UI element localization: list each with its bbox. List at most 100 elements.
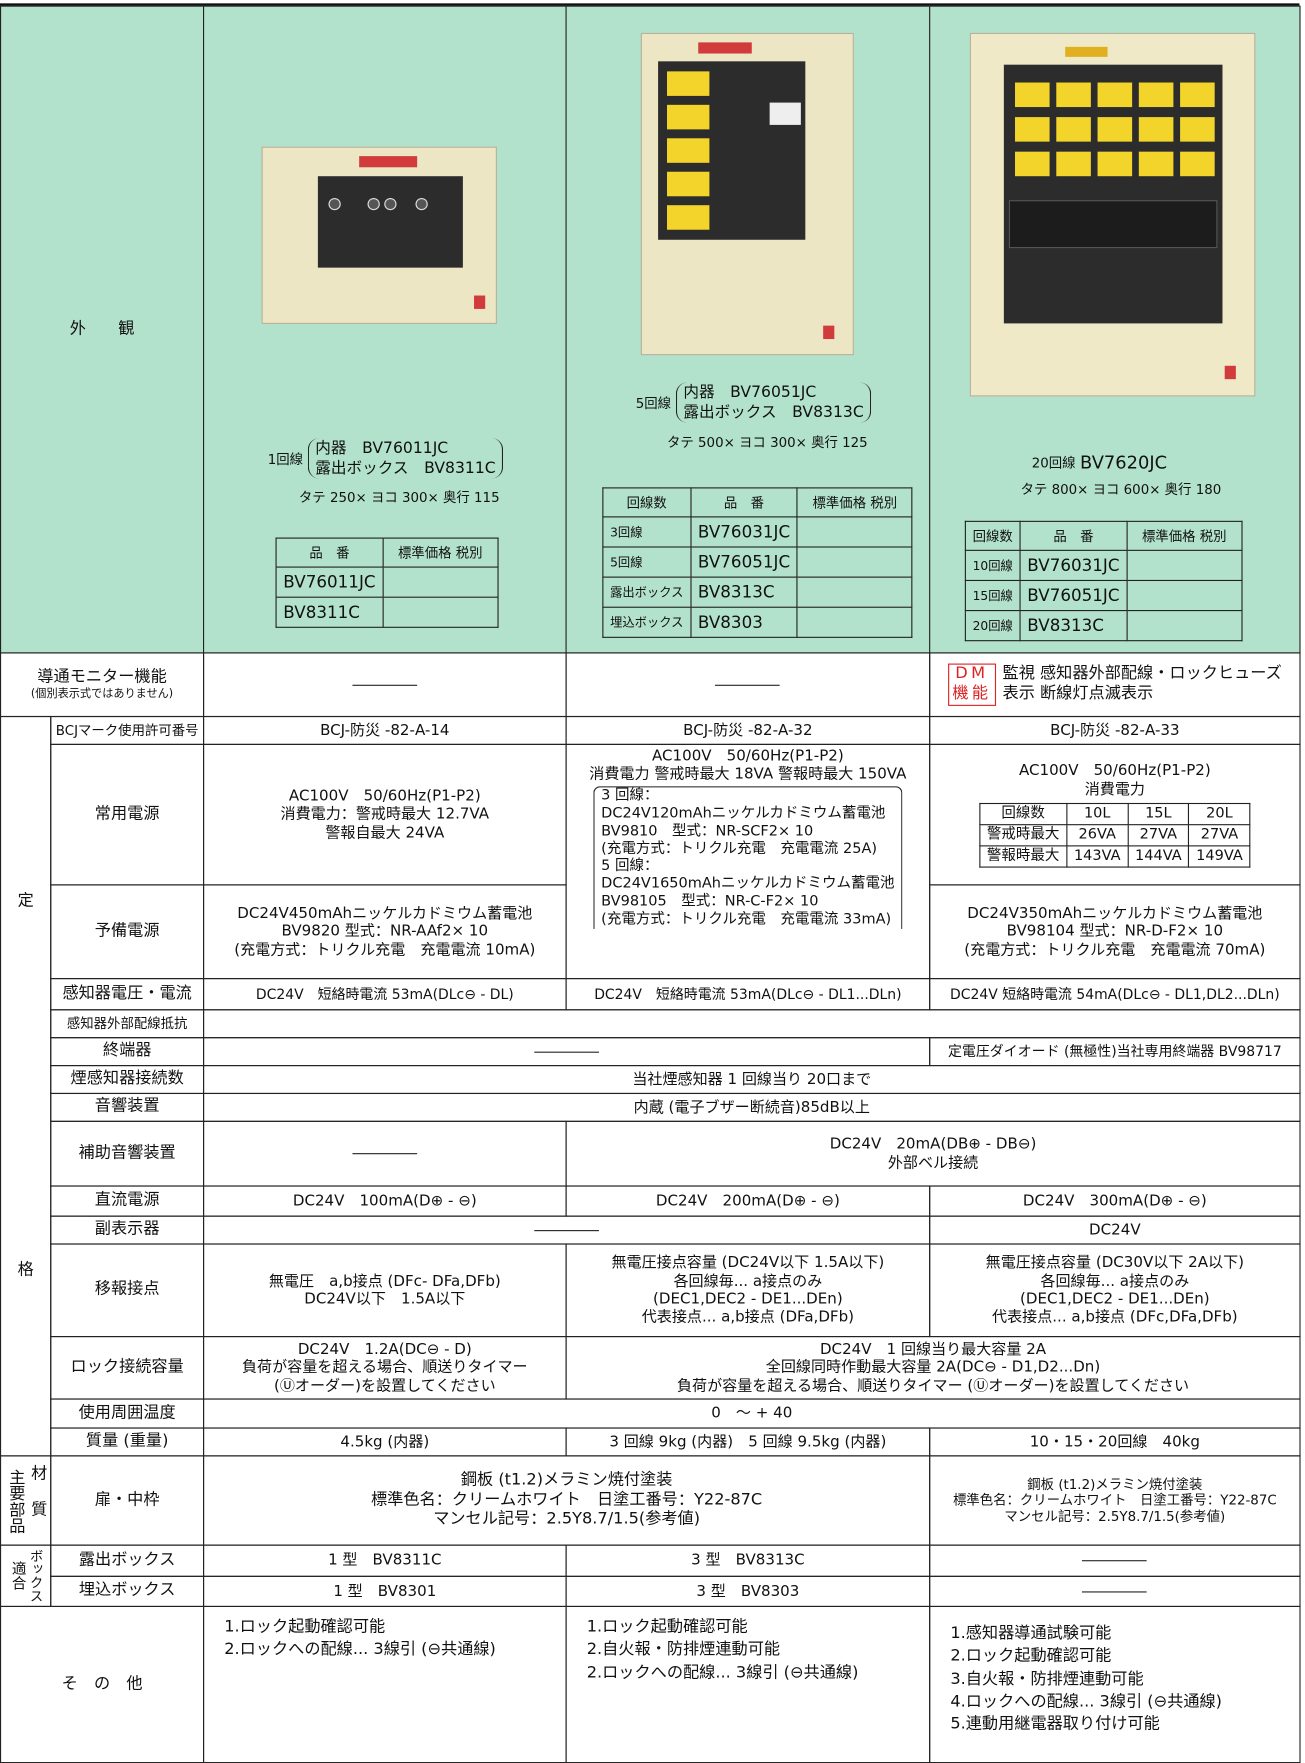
panel-window <box>1015 82 1050 108</box>
cell: DC24V 短絡時電流 53mA(DLc⊖ - DL) <box>203 978 567 1011</box>
text-line: 3.自火報・防排煙連動可能 <box>950 1670 1144 1688</box>
text-line: 0 ～ + 40 <box>711 1404 793 1423</box>
text-line: 3 型 BV8313C <box>691 1551 805 1570</box>
text-line: BCJ-防災 -82-A-14 <box>320 721 450 740</box>
group-label: 主要部品 材質 <box>0 1455 52 1546</box>
text-line: (DEC1,DEC2 - DE1...DEn) <box>1020 1290 1210 1309</box>
cell: DC24V 300mA(D⊕ - ⊖) <box>929 1185 1301 1217</box>
panel-sign <box>474 295 486 309</box>
table-cell: BV8313C <box>690 576 798 608</box>
group-column: 材質 <box>27 1464 47 1536</box>
panel-face <box>1003 64 1223 324</box>
text-line: BCJマーク使用許可番号 <box>55 722 199 738</box>
cell: 鋼板 (t1.2)メラミン焼付塗装 標準色名：クリームホワイト 日塗工番号：Y22… <box>203 1455 931 1546</box>
dm-badge: DM 機能 <box>947 663 996 706</box>
table-cell: 3回線 <box>602 516 692 548</box>
panel-window <box>1138 82 1174 108</box>
table: 回線数 10L 15L 20L 警戒時最大 26VA 27VA 27VA 警報時最大 143VA 1… <box>979 803 1251 868</box>
table-cell: 警戒時最大 <box>979 824 1068 847</box>
text-line: 鋼板 (t1.2)メラミン焼付塗装 <box>460 1470 673 1489</box>
table-cell <box>1126 549 1243 582</box>
text-line: 監視 感知器外部配線・ロックヒューズ <box>1002 665 1282 683</box>
model-list: 内器 BV76011JC 露出ボックス BV8311C <box>307 438 504 479</box>
text-line: 移報接点 <box>94 1280 160 1299</box>
table-row: 警戒時最大 26VA 27VA 27VA <box>979 824 1251 847</box>
text-line: 2.ロック起動確認可能 <box>950 1647 1112 1666</box>
group-column: 主要部品 <box>5 1468 25 1533</box>
size-text: タテ 250× ヨコ 300× 奥行 115 <box>298 489 500 506</box>
panel-sign <box>1224 365 1236 380</box>
text-line: 機能 <box>952 684 992 703</box>
text-line: AC100V 50/60Hz(P1-P2) <box>651 747 844 766</box>
row-label: 副表示器 <box>50 1215 205 1245</box>
table-cell: 20回線 <box>964 610 1021 642</box>
cell: AC100V 50/60Hz(P1-P2) 消費電力：警戒時最大 12.7VA 警報… <box>203 743 567 886</box>
table-cell: BV76051JC <box>690 546 798 578</box>
cell: BCJ-防災 -82-A-14 <box>203 715 567 745</box>
text-line: 無電圧接点容量 (DC30V以下 2A以下) <box>985 1253 1245 1272</box>
table-row: 5回線 BV76051JC <box>602 546 913 578</box>
cell: 1.ロック起動確認可能 2.自火報・防排煙連動可能 2.ロックへの配線... 3線引… <box>565 1605 931 1763</box>
cell: DM 機能 監視 感知器外部配線・ロックヒューズ 表示 断線灯点滅表示 <box>929 652 1301 718</box>
cell: 3 型 BV8303 <box>565 1575 931 1608</box>
product-caption: 1回線 内器 BV76011JC 露出ボックス BV8311C <box>268 438 504 479</box>
table-cell: 10回線 <box>964 549 1021 582</box>
text-line: DC24V120mAhニッケルカドミウム蓄電池 <box>601 804 886 822</box>
panel-window <box>1015 151 1050 177</box>
group-column: 適合 <box>8 1561 26 1590</box>
text-line: 標準色名：クリームホワイト 日塗工番号：Y22-87C <box>952 1492 1277 1508</box>
product-images <box>261 32 1256 397</box>
text-line: 4.5kg (内器) <box>340 1432 430 1451</box>
model-list: BV7620JC <box>1080 452 1167 473</box>
text-line: 予備電源 <box>94 921 160 940</box>
product-size: タテ 250× ヨコ 300× 奥行 115 <box>299 487 500 506</box>
cell: 1 型 BV8311C <box>203 1544 567 1577</box>
panel-window <box>1180 82 1215 108</box>
table-cell: BV76011JC <box>275 566 384 598</box>
panel-knob <box>328 197 341 211</box>
panel-window <box>1180 151 1215 177</box>
text-line: 1.感知器導通試験可能 <box>950 1624 1112 1643</box>
text-line: 定 <box>17 891 34 910</box>
panel-window <box>667 171 710 197</box>
text-line: DM <box>955 665 989 683</box>
table-cell: BV76031JC <box>1019 549 1128 582</box>
table-cell <box>382 596 499 628</box>
table-cell: 5回線 <box>602 546 692 578</box>
cell: 10・15・20回線 40kg <box>929 1427 1301 1457</box>
text-line: 代表接点... a,b接点 (DFa,DFb) <box>641 1308 855 1327</box>
table-row: 20回線 BV8313C <box>964 610 1243 642</box>
battery-bracket: 3 回線： DC24V120mAhニッケルカドミウム蓄電池 BV9810 型式：NR… <box>593 786 903 929</box>
text-line: BV9810 型式：NR-SCF2× 10 <box>601 822 814 840</box>
text-line: DC24V以下 1.5A以下 <box>304 1290 466 1309</box>
table-row: 回線数 10L 15L 20L <box>979 803 1251 826</box>
panel-window <box>1180 117 1215 142</box>
text-line: (充電方式：トリクル充電 充電電流 10mA) <box>234 940 536 959</box>
dash <box>351 1153 417 1155</box>
text-line: DC24V 20mA(DB⊕ - DB⊖) <box>829 1135 1037 1154</box>
text-line: 代表接点... a,b接点 (DFc,DFa,DFb) <box>992 1308 1238 1327</box>
dash <box>1081 1560 1147 1562</box>
text-line: DC24V 1 回線当り最大容量 2A <box>819 1340 1047 1359</box>
table-header: 品 番 <box>690 487 798 518</box>
text-line: 10・15・20回線 40kg <box>1029 1432 1200 1451</box>
text-line: AC100V 50/60Hz(P1-P2) <box>1018 761 1211 780</box>
row-label: そ の 他 <box>0 1605 205 1763</box>
cell: 鋼板 (t1.2)メラミン焼付塗装 標準色名：クリームホワイト 日塗工番号：Y22… <box>929 1455 1301 1546</box>
text-line: マンセル記号：2.5Y8.7/1.5(参考値) <box>433 1510 701 1529</box>
text-line: DC24V450mAhニッケルカドミウム蓄電池 <box>237 904 533 923</box>
cell: 定電圧ダイオード (無極性)当社専用終端器 BV98717 <box>929 1037 1301 1067</box>
cell: DC24V 1 回線当り最大容量 2A 全回線同時作動最大容量 2A(DC⊖ - … <box>565 1336 1301 1400</box>
text-line: ロック接続容量 <box>70 1357 184 1376</box>
table-cell: 144VA <box>1127 845 1190 868</box>
table-cell <box>796 606 913 638</box>
text-line: 感知器電圧・電流 <box>62 984 192 1003</box>
group-column: ボックス <box>27 1549 44 1603</box>
header-label: 外 観 <box>69 319 135 338</box>
text-line: 3 回線： <box>601 787 659 804</box>
text-line: 5 回線： <box>601 858 659 875</box>
table-row: 埋込ボックス BV8303 <box>602 606 913 638</box>
table-cell: 15回線 <box>964 579 1021 612</box>
text-line: DC24V350mAhニッケルカドミウム蓄電池 <box>967 904 1263 923</box>
